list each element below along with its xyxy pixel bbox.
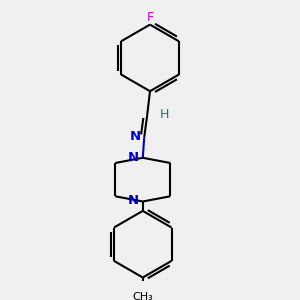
Text: H: H	[160, 108, 170, 121]
Text: N: N	[128, 151, 139, 164]
Text: N: N	[130, 130, 141, 143]
Text: F: F	[146, 11, 154, 24]
Text: N: N	[128, 194, 139, 207]
Text: CH₃: CH₃	[132, 292, 153, 300]
